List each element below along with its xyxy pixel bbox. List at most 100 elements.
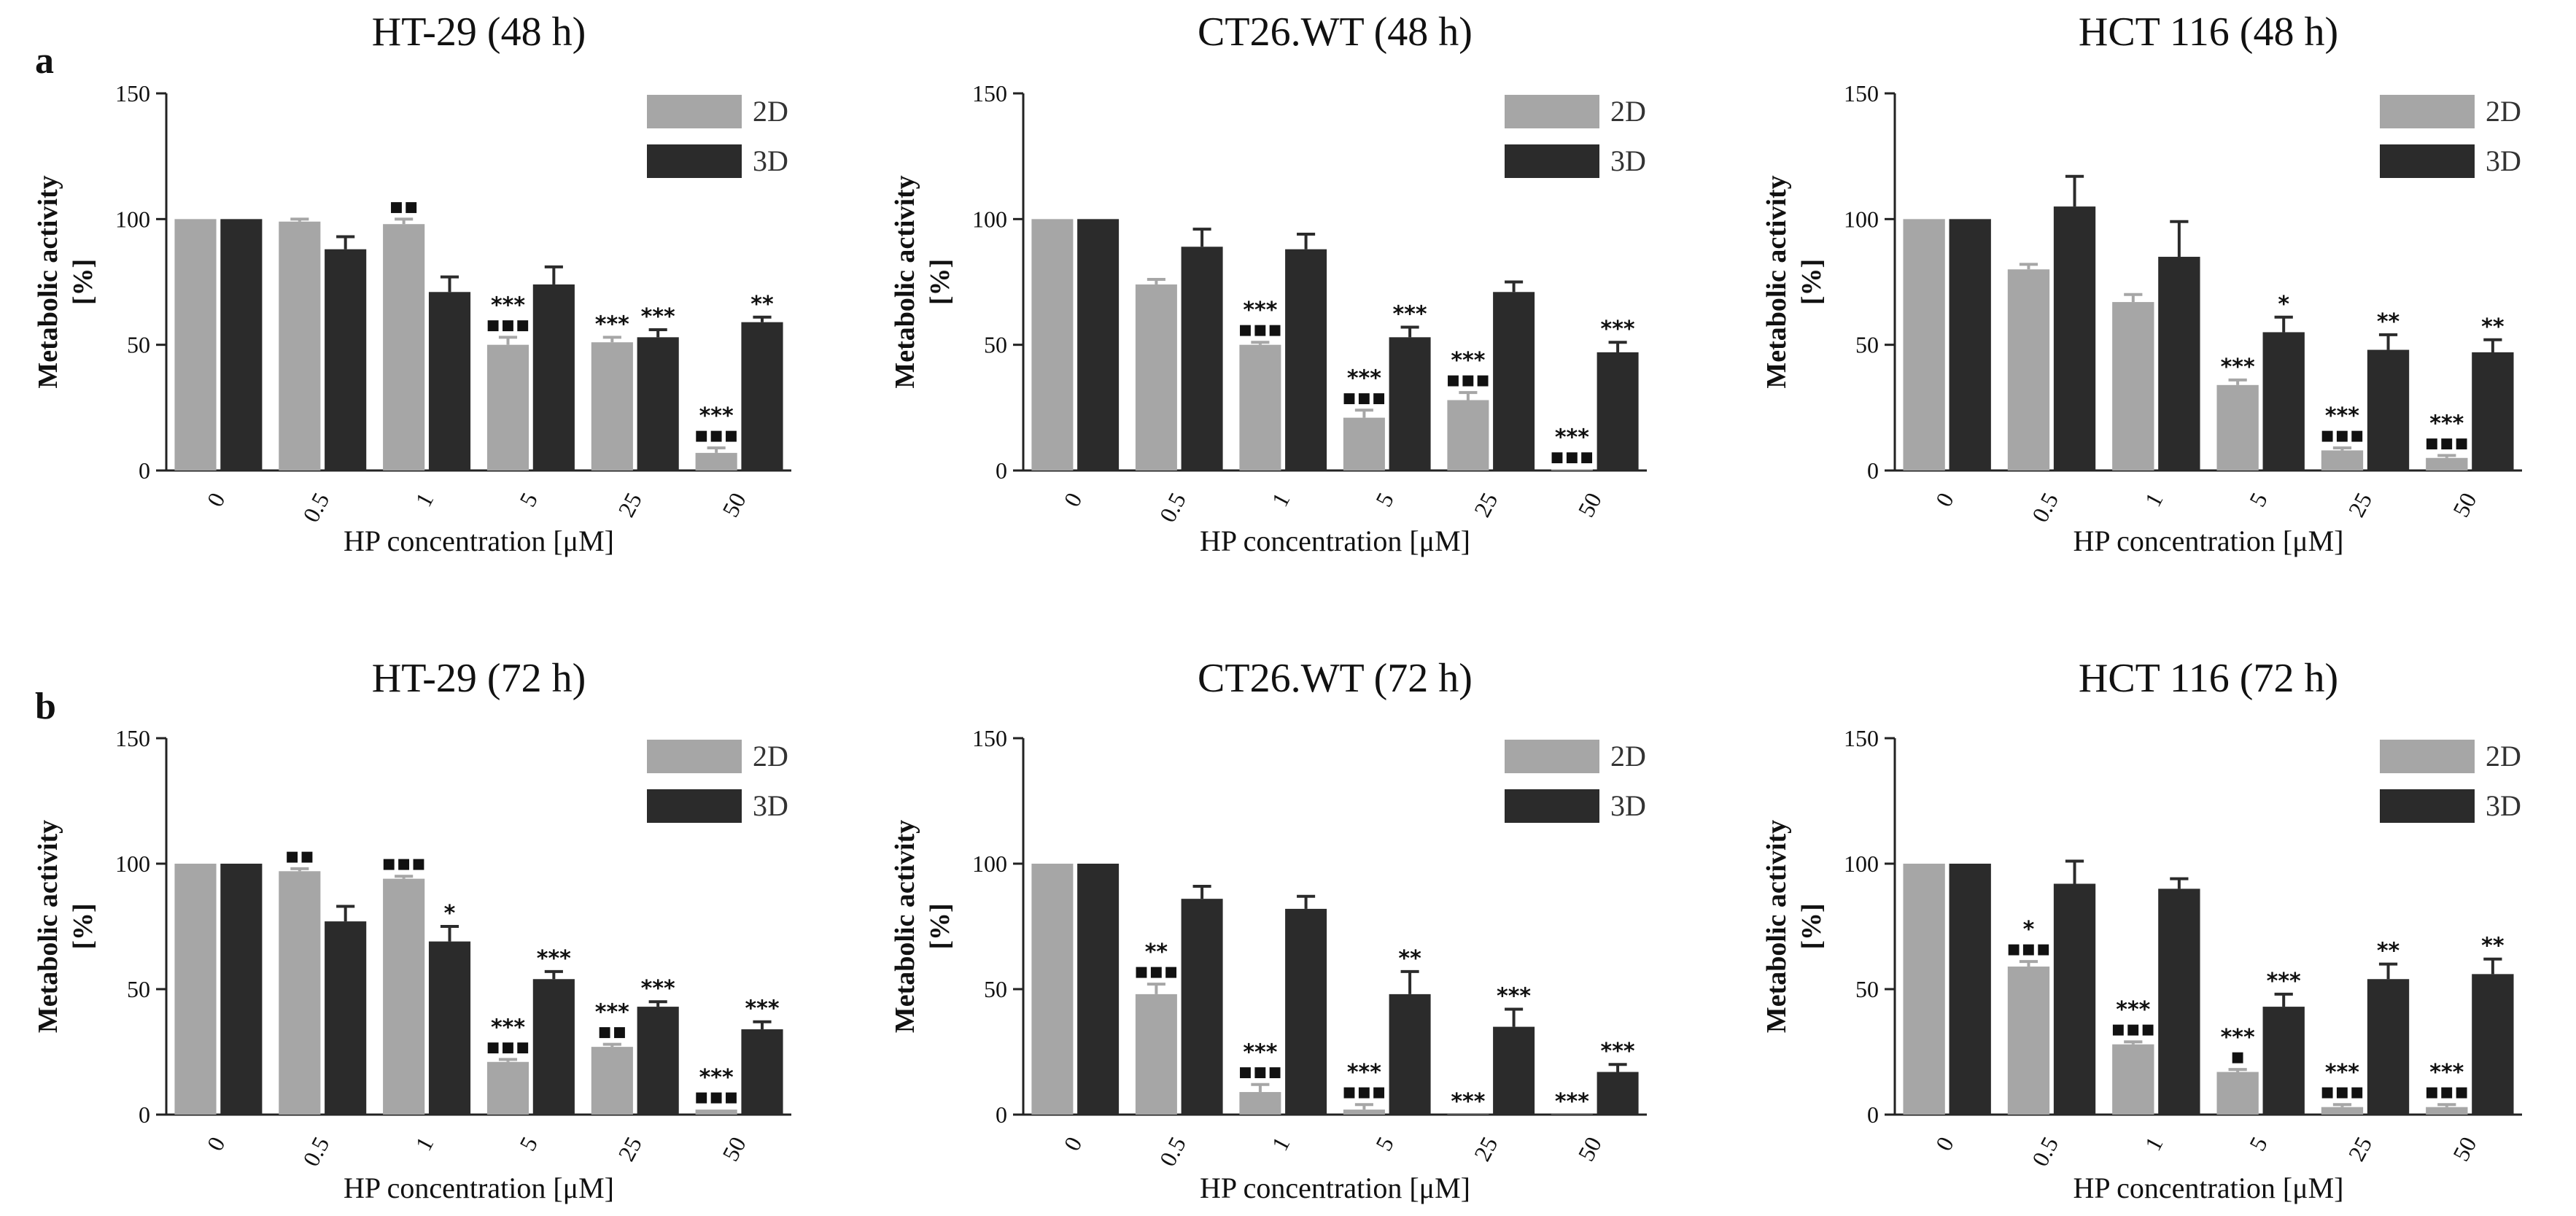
bar-2D-0[interactable] xyxy=(174,864,217,1115)
significance-line: *** xyxy=(641,976,675,1002)
bar-3D-5[interactable] xyxy=(532,979,575,1115)
legend-swatch-3D xyxy=(2380,144,2475,178)
bar-3D-25[interactable] xyxy=(637,337,679,470)
y-axis-label-line2: [%] xyxy=(1796,259,1827,305)
bar-3D-25[interactable] xyxy=(1493,1026,1535,1115)
bar-3D-0[interactable] xyxy=(1949,219,1991,470)
bar-3D-1[interactable] xyxy=(428,941,471,1115)
y-axis-label: Metabolic activity [%] xyxy=(1761,175,1827,388)
significance-line: *** xyxy=(2116,997,2150,1023)
chart-title: HT-29 (48 h) xyxy=(372,9,586,55)
bar-3D-5[interactable] xyxy=(1389,994,1431,1115)
bar-3D-0.5[interactable] xyxy=(1181,247,1223,470)
bar-2D-0.5[interactable] xyxy=(2007,967,2050,1115)
significance-line: *** xyxy=(2429,1060,2464,1085)
bar-3D-50[interactable] xyxy=(2472,974,2514,1115)
bar-3D-50[interactable] xyxy=(1597,1072,1639,1115)
bar-2D-1[interactable] xyxy=(383,878,425,1115)
bar-3D-5[interactable] xyxy=(2262,1007,2305,1115)
legend-label-3D: 3D xyxy=(2486,789,2521,822)
bar-3D-1[interactable] xyxy=(428,292,471,470)
bar-2D-50[interactable] xyxy=(695,1109,737,1115)
bar-2D-25[interactable] xyxy=(591,342,633,470)
significance-3D-5: *** xyxy=(2267,969,2301,994)
bar-3D-5[interactable] xyxy=(532,284,575,470)
bar-3D-50[interactable] xyxy=(741,322,783,470)
bar-2D-5[interactable] xyxy=(486,1061,529,1115)
bar-2D-0.5[interactable] xyxy=(279,221,321,470)
bar-2D-25[interactable] xyxy=(591,1047,633,1115)
bar-2D-0[interactable] xyxy=(1903,864,1945,1115)
bar-2D-0[interactable] xyxy=(1031,864,1074,1115)
bar-2D-1[interactable] xyxy=(1239,344,1281,470)
bar-3D-0.5[interactable] xyxy=(2053,206,2096,470)
bar-2D-5[interactable] xyxy=(1343,1109,1385,1115)
bar-2D-0[interactable] xyxy=(1031,219,1074,470)
bar-3D-1[interactable] xyxy=(1285,908,1327,1115)
significance-line: ▪▪ xyxy=(389,193,419,219)
bar-3D-25[interactable] xyxy=(2367,349,2410,470)
bar-3D-0[interactable] xyxy=(1077,864,1120,1115)
bar-2D-5[interactable] xyxy=(486,344,529,470)
bar-2D-0.5[interactable] xyxy=(1135,994,1177,1115)
bar-2D-1[interactable] xyxy=(2112,1044,2154,1115)
bar-3D-1[interactable] xyxy=(2158,888,2200,1115)
bar-2D-50[interactable] xyxy=(2426,457,2468,470)
y-tick-label: 150 xyxy=(1844,80,1879,107)
bar-2D-0[interactable] xyxy=(174,219,217,470)
significance-line: ** xyxy=(2481,934,2505,959)
bar-3D-5[interactable] xyxy=(2262,332,2305,470)
bar-2D-1[interactable] xyxy=(1239,1092,1281,1115)
bar-3D-50[interactable] xyxy=(741,1029,783,1115)
y-tick-label: 0 xyxy=(996,1101,1007,1128)
significance-line: * xyxy=(2023,917,2035,942)
bar-3D-0[interactable] xyxy=(1949,864,1991,1115)
bar-2D-5[interactable] xyxy=(2216,1072,2259,1115)
chart-3: HCT 116 (48 h)Metabolic activity [%]05010… xyxy=(1761,9,2522,557)
bar-3D-5[interactable] xyxy=(1389,337,1431,470)
bar-2D-0.5[interactable] xyxy=(279,871,321,1115)
bar-2D-0.5[interactable] xyxy=(1135,284,1177,470)
bar-2D-25[interactable] xyxy=(2321,450,2364,470)
bar-3D-0[interactable] xyxy=(220,219,263,470)
bar-2D-1[interactable] xyxy=(2112,302,2154,470)
bar-2D-50[interactable] xyxy=(2426,1107,2468,1115)
significance-line: *** xyxy=(1347,365,1381,391)
y-tick-label: 100 xyxy=(972,206,1007,232)
bar-3D-0.5[interactable] xyxy=(1181,899,1223,1115)
bar-3D-25[interactable] xyxy=(1493,292,1535,470)
bar-3D-25[interactable] xyxy=(637,1007,679,1115)
panel-label-b: b xyxy=(35,686,56,727)
bar-2D-5[interactable] xyxy=(1343,417,1385,470)
significance-3D-1: * xyxy=(444,901,456,926)
significance-line: *** xyxy=(1601,1039,1635,1064)
y-axis-label-line2: [%] xyxy=(1796,903,1827,949)
legend-swatch-2D xyxy=(2380,740,2475,773)
bar-3D-0[interactable] xyxy=(220,864,263,1115)
significance-2D-25: *** ▪▪▪ xyxy=(2320,1060,2364,1104)
bar-3D-0[interactable] xyxy=(1077,219,1120,470)
bar-3D-0.5[interactable] xyxy=(325,249,367,470)
bar-2D-0[interactable] xyxy=(1903,219,1945,470)
bar-3D-50[interactable] xyxy=(1597,352,1639,470)
bar-3D-0.5[interactable] xyxy=(2053,883,2096,1115)
bar-2D-50[interactable] xyxy=(695,452,737,470)
bar-2D-5[interactable] xyxy=(2216,384,2259,470)
bar-2D-25[interactable] xyxy=(1447,400,1489,470)
significance-line: *** xyxy=(1601,317,1635,342)
significance-line: ▪▪▪ xyxy=(2424,1079,2469,1104)
bar-3D-25[interactable] xyxy=(2367,979,2410,1115)
bar-2D-1[interactable] xyxy=(383,224,425,470)
bar-3D-1[interactable] xyxy=(1285,249,1327,470)
bar-2D-50[interactable] xyxy=(1551,469,1593,470)
bar-3D-0.5[interactable] xyxy=(325,921,367,1115)
bar-2D-25[interactable] xyxy=(2321,1107,2364,1115)
bar-2D-0.5[interactable] xyxy=(2007,269,2050,470)
x-tick-label: 5 xyxy=(2244,488,2273,511)
legend-label-2D: 2D xyxy=(1610,95,1646,128)
bar-3D-50[interactable] xyxy=(2472,352,2514,470)
significance-line: * xyxy=(2278,292,2289,317)
x-tick-label: 0 xyxy=(201,1132,230,1155)
bar-3D-1[interactable] xyxy=(2158,257,2200,470)
